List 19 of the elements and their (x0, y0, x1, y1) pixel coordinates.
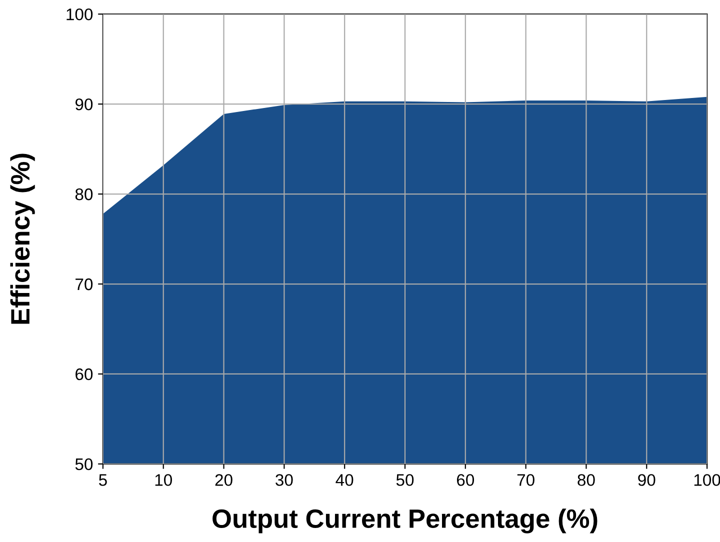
y-tick-label: 100 (66, 8, 93, 20)
x-tick-label: 90 (638, 474, 656, 486)
y-tick-label: 90 (75, 98, 93, 110)
y-tick-label: 70 (76, 278, 93, 290)
x-tick-label: 80 (578, 474, 595, 486)
x-tick-label: 100 (694, 474, 720, 486)
y-tick-label: 80 (75, 188, 93, 200)
y-tick-label: 60 (76, 368, 93, 380)
x-tick-label: 70 (517, 474, 534, 486)
x-tick-label: 20 (215, 474, 232, 486)
x-axis-title: Output Current Percentage (%) (212, 508, 598, 534)
y-tick-label: 50 (75, 458, 93, 470)
x-tick-label: 50 (396, 474, 414, 486)
x-tick-label: 5 (98, 474, 107, 486)
x-tick-label: 60 (456, 474, 474, 486)
x-tick-label: 30 (276, 474, 293, 486)
y-axis-title: Efficiency (%) (10, 154, 35, 324)
x-tick-label: 40 (336, 474, 354, 486)
x-tick-label: 10 (155, 474, 172, 486)
